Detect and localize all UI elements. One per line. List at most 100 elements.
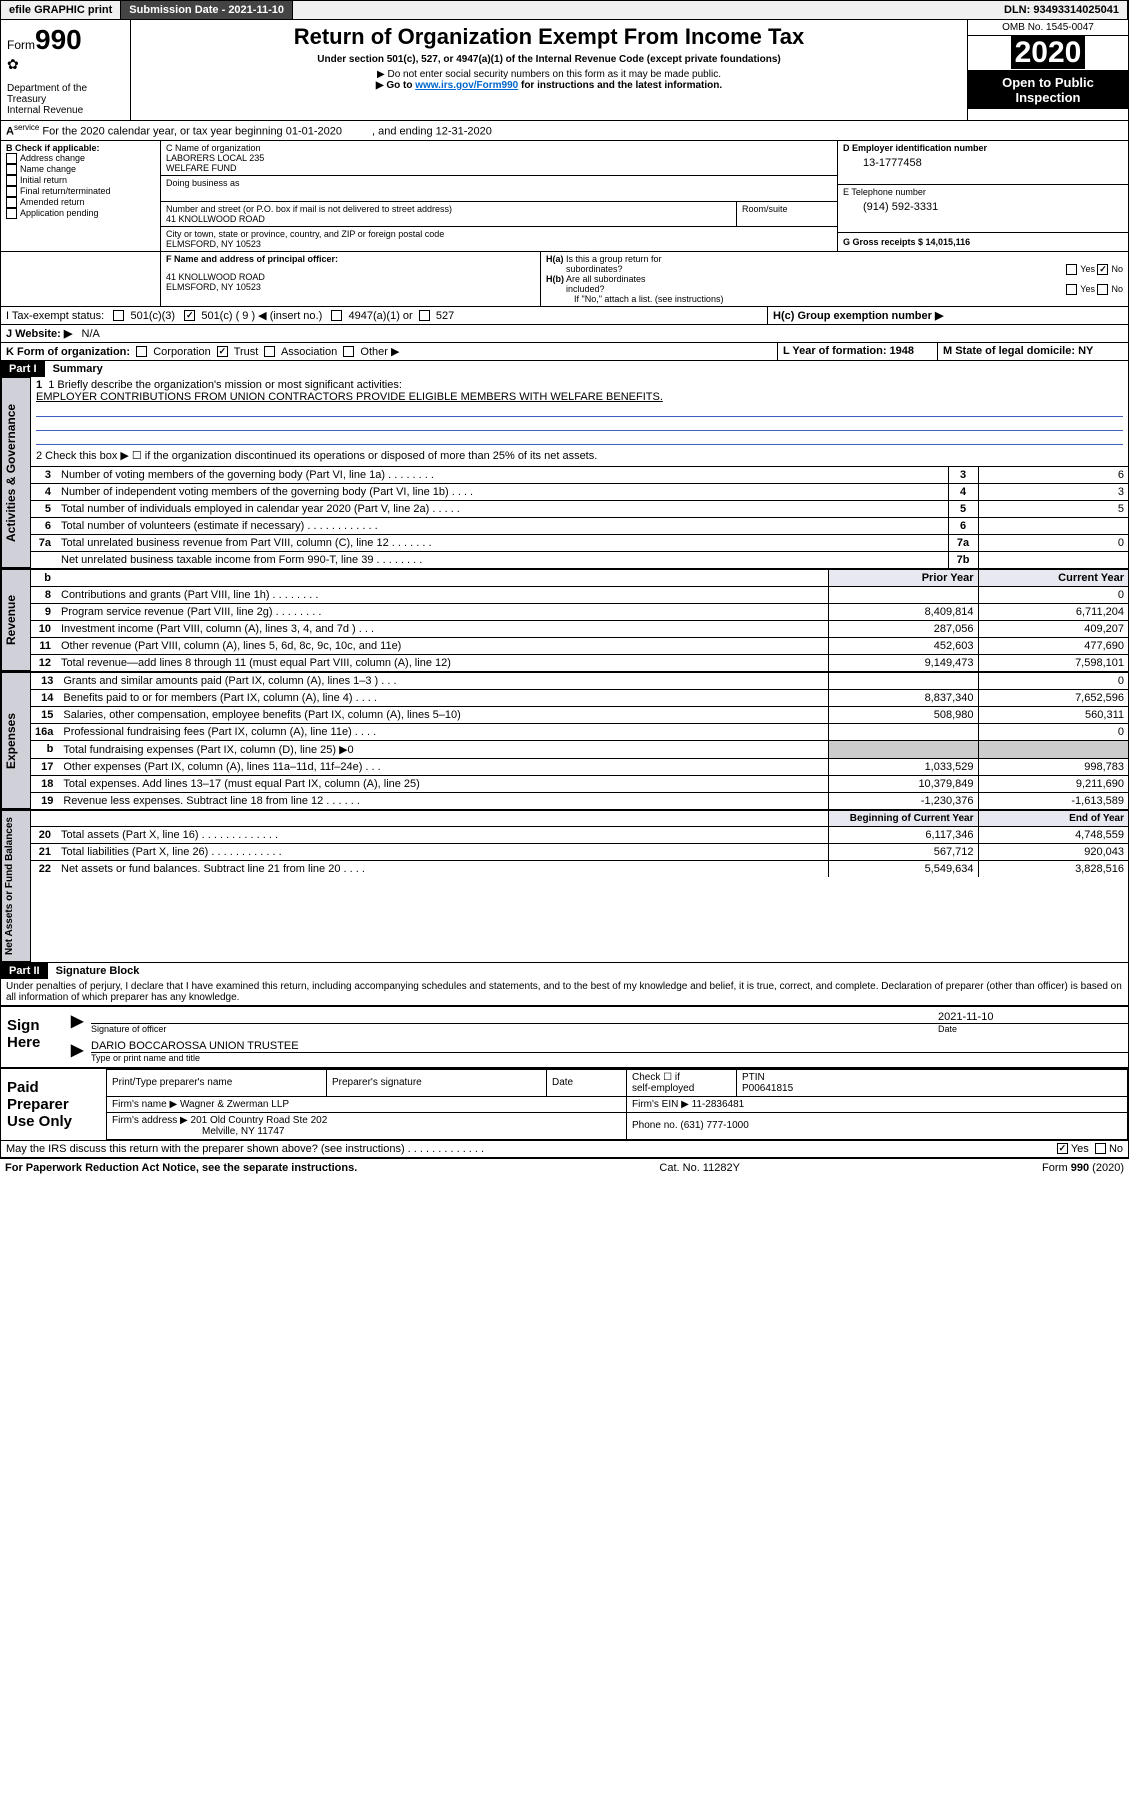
officer-name-label: Type or print name and title [91,1053,1128,1063]
chk-discuss-yes[interactable] [1057,1143,1068,1154]
chk-527[interactable] [419,310,430,321]
org-name-1: LABORERS LOCAL 235 [166,153,832,163]
arrow-icon: ▶ [71,1042,83,1059]
form990-link[interactable]: www.irs.gov/Form990 [415,80,518,91]
goto-note: ▶ Go to www.irs.gov/Form990 for instruct… [141,80,957,91]
prep-sig-hdr: Preparer's signature [327,1069,547,1096]
chk-ha-no[interactable] [1097,264,1108,275]
officer-addr2: ELMSFORD, NY 10523 [166,282,535,292]
table-row: 6Total number of volunteers (estimate if… [31,517,1128,534]
box-e-label: E Telephone number [843,187,1123,197]
hc-label: H(c) Group exemption number ▶ [773,310,943,322]
vtab-expenses: Expenses [1,672,31,809]
form-number: Form990 [7,24,124,56]
sig-date: 2021-11-10 [928,1011,1128,1024]
chk-ha-yes[interactable] [1066,264,1077,275]
firm-addr: Firm's address ▶ 201 Old Country Road St… [107,1112,627,1139]
org-name-2: WELFARE FUND [166,163,832,173]
chk-discuss-no[interactable] [1095,1143,1106,1154]
line1-mission: EMPLOYER CONTRIBUTIONS FROM UNION CONTRA… [36,391,1123,403]
ssn-note: ▶ Do not enter social security numbers o… [141,69,957,80]
table-row: bTotal fundraising expenses (Part IX, co… [31,740,1128,758]
form-title: Return of Organization Exempt From Incom… [141,24,957,50]
table-row: 9Program service revenue (Part VIII, lin… [31,603,1128,620]
bcy-hdr: Beginning of Current Year [828,810,978,826]
table-row: 7aTotal unrelated business revenue from … [31,534,1128,551]
table-row: 4Number of independent voting members of… [31,483,1128,500]
form-header: Form990 ✿ Department of the Treasury Int… [1,20,1128,120]
table-row: 15Salaries, other compensation, employee… [31,706,1128,723]
box-m: M State of legal domicile: NY [943,345,1093,357]
discuss-question: May the IRS discuss this return with the… [1,1141,1128,1157]
firm-name: Firm's name ▶ Wagner & Zwerman LLP [107,1096,627,1112]
ha-label: H(a) Is this a group return for subordin… [546,254,1123,274]
chk-name-change[interactable] [6,164,17,175]
table-row: 13Grants and similar amounts paid (Part … [31,672,1128,689]
prep-check-hdr: Check ☐ ifself-employed [627,1069,737,1096]
prior-year-hdr: Prior Year [828,569,978,586]
box-b-label: B Check if applicable: [6,143,100,153]
perjury-text: Under penalties of perjury, I declare th… [1,979,1128,1005]
table-row: 22Net assets or fund balances. Subtract … [31,860,1128,877]
sig-date-label: Date [928,1024,1128,1034]
table-row: 16aProfessional fundraising fees (Part I… [31,723,1128,740]
table-row: 20Total assets (Part X, line 16) . . . .… [31,826,1128,843]
pra-notice: For Paperwork Reduction Act Notice, see … [5,1162,357,1174]
firm-ein: Firm's EIN ▶ 11-2836481 [627,1096,1128,1112]
part-ii-header: Part II [1,963,48,979]
tax-year: 2020 [1011,36,1086,69]
street-addr: 41 KNOLLWOOD ROAD [166,214,731,224]
table-row: 11Other revenue (Part VIII, column (A), … [31,637,1128,654]
box-j-label: J Website: ▶ [6,328,72,340]
hb-label: H(b) Are all subordinates included? Yes … [546,274,1123,294]
officer-name: DARIO BOCCAROSSA UNION TRUSTEE [91,1040,1128,1053]
chk-501c[interactable] [184,310,195,321]
part-ii-title: Signature Block [51,963,145,979]
form-footer: Form 990 (2020) [1042,1162,1124,1174]
part-i-title: Summary [48,361,108,377]
sign-here-label: Sign Here [1,1007,71,1067]
hb-note: If "No," attach a list. (see instruction… [546,294,1123,304]
dba-label: Doing business as [166,178,832,188]
ein: 13-1777458 [843,153,1123,173]
ptin-cell: PTINP00641815 [737,1069,1128,1096]
chk-hb-yes[interactable] [1066,284,1077,295]
firm-phone: Phone no. (631) 777-1000 [627,1112,1128,1139]
vtab-revenue: Revenue [1,569,31,671]
efile-label: efile GRAPHIC print [1,1,121,19]
city-label: City or town, state or province, country… [166,229,832,239]
submission-date-button[interactable]: Submission Date - 2021-11-10 [121,1,293,19]
box-d-label: D Employer identification number [843,143,987,153]
chk-hb-no[interactable] [1097,284,1108,295]
box-f-label: F Name and address of principal officer: [166,254,338,264]
chk-assoc[interactable] [264,346,275,357]
chk-app-pending[interactable] [6,208,17,219]
prep-name-hdr: Print/Type preparer's name [107,1069,327,1096]
street-label: Number and street (or P.O. box if mail i… [166,204,731,214]
vtab-netassets: Net Assets or Fund Balances [1,810,31,962]
table-row: 12Total revenue—add lines 8 through 11 (… [31,654,1128,671]
efile-topbar: efile GRAPHIC print Submission Date - 20… [0,0,1129,20]
officer-addr1: 41 KNOLLWOOD ROAD [166,272,535,282]
chk-trust[interactable] [217,346,228,357]
chk-other[interactable] [343,346,354,357]
irs-label: Internal Revenue [7,105,124,116]
chk-amended[interactable] [6,197,17,208]
chk-4947[interactable] [331,310,342,321]
chk-501c3[interactable] [113,310,124,321]
chk-initial[interactable] [6,175,17,186]
chk-corp[interactable] [136,346,147,357]
current-year-hdr: Current Year [978,569,1128,586]
table-row: 18Total expenses. Add lines 13–17 (must … [31,775,1128,792]
chk-final[interactable] [6,186,17,197]
table-row: 14Benefits paid to or for members (Part … [31,689,1128,706]
table-row: Net unrelated business taxable income fr… [31,551,1128,568]
cat-no: Cat. No. 11282Y [659,1162,740,1174]
dept-treasury: Department of the Treasury [7,83,124,105]
line-a-period: Aservice For the 2020 calendar year, or … [1,121,1128,140]
city-val: ELMSFORD, NY 10523 [166,239,832,249]
paid-preparer-label: Paid Preparer Use Only [1,1069,106,1140]
phone: (914) 592-3331 [843,197,1123,217]
box-c-label: C Name of organization [166,143,832,153]
chk-addr-change[interactable] [6,153,17,164]
